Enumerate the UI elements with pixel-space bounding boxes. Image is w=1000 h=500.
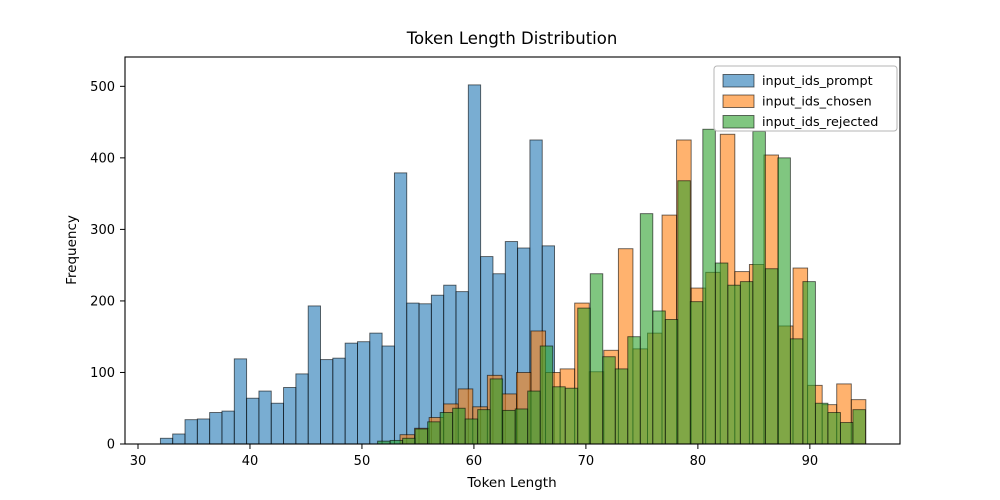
histogram-bar [344, 342, 358, 445]
legend-swatch-input_ids_chosen [722, 94, 755, 108]
histogram-bar [452, 407, 466, 445]
histogram-bar [332, 357, 346, 445]
plot-area-border [124, 56, 901, 445]
legend-label: input_ids_prompt [762, 74, 873, 89]
histogram-bar [702, 128, 716, 445]
histogram-bar [627, 336, 641, 445]
histogram-bar [477, 409, 491, 445]
chart-title: Token Length Distribution [406, 29, 618, 48]
x-axis-label: Token Length [466, 475, 556, 491]
histogram-bar [839, 422, 854, 445]
histogram-bar [602, 356, 616, 445]
histogram-bar [589, 273, 604, 445]
histogram-bar [739, 281, 754, 445]
histogram-bar [652, 310, 666, 445]
x-axis: 30 40 50 60 70 80 90 [130, 444, 818, 469]
histogram-bar [402, 437, 416, 445]
histogram-bar [464, 418, 479, 445]
histogram-bar [427, 421, 441, 445]
histogram-bar [802, 281, 816, 445]
histogram-bar [381, 345, 395, 445]
legend-swatch-input_ids_rejected [722, 115, 755, 129]
histogram-bar [827, 412, 841, 445]
legend-entry-input_ids_prompt: input_ids_prompt [722, 74, 873, 89]
y-tick-label: 500 [90, 80, 115, 95]
x-tick-label: 90 [802, 454, 819, 469]
histogram-bar [564, 387, 579, 445]
histogram-bar [727, 284, 741, 445]
histogram-bar [539, 345, 554, 445]
bars-layer [159, 84, 867, 445]
x-tick-label: 30 [130, 454, 147, 469]
histogram-bar [307, 305, 321, 445]
y-tick-label: 100 [90, 366, 115, 381]
histogram-bar [814, 402, 829, 445]
histogram-bar [577, 307, 591, 445]
histogram-bar [196, 418, 211, 445]
y-axis-label: Frequency [64, 215, 80, 285]
x-tick-label: 60 [466, 454, 483, 469]
histogram-bar [514, 408, 529, 445]
histogram-bar [258, 390, 272, 445]
histogram-bar [502, 409, 516, 445]
x-tick-label: 80 [690, 454, 707, 469]
legend-entry-input_ids_rejected: input_ids_rejected [722, 115, 878, 130]
histogram-bar [233, 358, 248, 445]
histogram-bar [270, 402, 285, 445]
histogram-bar [439, 412, 454, 445]
histogram-bar [369, 332, 383, 445]
x-tick-label: 70 [578, 454, 595, 469]
histogram-bar [209, 412, 223, 445]
histogram-bar [789, 338, 804, 445]
legend-label: input_ids_rejected [762, 115, 878, 130]
histogram-bar [852, 409, 866, 445]
histogram-bar [527, 390, 541, 445]
legend-swatch-input_ids_prompt [722, 74, 755, 88]
histogram-bar [689, 301, 704, 445]
histogram-bar [184, 419, 198, 445]
histogram-bar [664, 319, 679, 445]
histogram-bar [159, 437, 174, 445]
histogram-bar [393, 172, 408, 445]
y-tick-label: 0 [107, 438, 115, 453]
histogram-bar [320, 359, 334, 445]
legend-entry-input_ids_chosen: input_ids_chosen [722, 94, 872, 110]
y-tick-label: 200 [90, 294, 115, 309]
legend: input_ids_prompt input_ids_chosen input_id… [713, 65, 898, 132]
legend-box [713, 65, 898, 132]
histogram-bar [295, 373, 309, 445]
histogram-bar [246, 397, 260, 445]
y-tick-label: 400 [90, 151, 115, 166]
histogram-bar [283, 387, 297, 445]
axes-layer: 30 40 50 60 70 80 90 0 100 200 300 400 500 [90, 56, 901, 469]
histogram-bar [777, 157, 791, 445]
legend-label: input_ids_chosen [762, 95, 872, 110]
histogram-bar [677, 180, 691, 445]
y-tick-label: 300 [90, 223, 115, 238]
histogram-bar [639, 213, 654, 445]
histogram-bar [221, 410, 235, 445]
histogram-bar [406, 302, 420, 445]
histogram-bar [552, 386, 566, 445]
histogram-bar [614, 368, 629, 445]
histogram-bar [414, 428, 429, 445]
histogram-bar [752, 130, 766, 445]
histogram-bar [489, 378, 504, 445]
x-tick-label: 50 [354, 454, 371, 469]
y-axis: 0 100 200 300 400 500 [90, 80, 125, 453]
histogram-bar [764, 268, 779, 445]
histogram-bar [714, 262, 729, 445]
x-tick-label: 40 [242, 454, 259, 469]
histogram-bar [172, 433, 186, 445]
histogram-bar [357, 341, 371, 445]
